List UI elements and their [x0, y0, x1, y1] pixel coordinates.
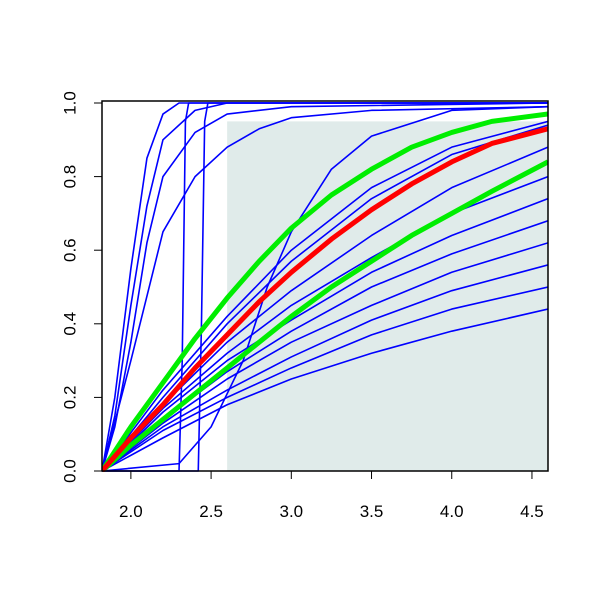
curve [102, 308, 548, 472]
y-tick-label: 0.8 [60, 165, 79, 189]
curve [102, 102, 548, 472]
x-tick-label: 3.0 [279, 502, 303, 521]
y-tick-label: 0.6 [60, 238, 79, 262]
curve [102, 242, 548, 472]
curve [102, 159, 548, 472]
x-tick-label: 4.0 [440, 502, 464, 521]
curve [102, 120, 548, 472]
y-tick-label: 0.4 [60, 312, 79, 336]
curve [102, 102, 548, 472]
curve [102, 286, 548, 472]
curve [102, 126, 548, 472]
x-tick-label: 3.5 [360, 502, 384, 521]
y-tick-label: 0.0 [60, 459, 79, 483]
plot-frame [101, 100, 549, 472]
curve [102, 105, 548, 472]
shaded-region [227, 121, 548, 472]
x-tick-label: 2.5 [199, 502, 223, 521]
curve [102, 105, 548, 472]
curve [102, 264, 548, 472]
y-tick-label: 0.2 [60, 386, 79, 410]
plot-area [102, 102, 548, 472]
x-tick-label: 2.0 [119, 502, 143, 521]
y-tick-label: 1.0 [60, 91, 79, 115]
curve [102, 111, 548, 472]
curve [102, 124, 548, 472]
curve [102, 197, 548, 472]
x-tick-label: 4.5 [520, 502, 544, 521]
